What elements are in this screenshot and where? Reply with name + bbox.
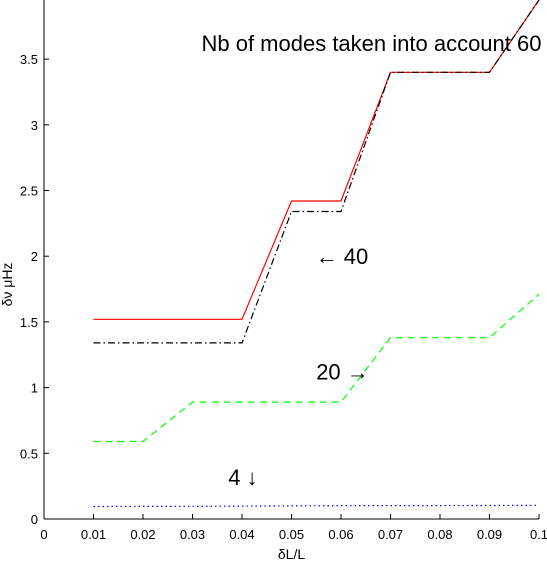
x-tick-label: 0.07	[378, 527, 403, 542]
x-tick-label: 0.03	[180, 527, 205, 542]
annotation-2: ← 40	[316, 244, 369, 269]
annotations-group: Nb of modes taken into account 60 → ← 40 2…	[201, 31, 547, 490]
x-axis-label: δL/L	[278, 546, 305, 562]
y-tick-label: 1.5	[20, 315, 38, 330]
series-line-2	[93, 0, 540, 344]
y-tick-label: 2	[31, 249, 38, 264]
x-tick-label: 0.09	[477, 527, 502, 542]
x-tick-label: 0.1	[530, 527, 547, 542]
series-line-3	[93, 293, 540, 443]
x-tick-label: 0.04	[229, 527, 254, 542]
series-line-4	[93, 504, 540, 508]
x-tick-label: 0.05	[279, 527, 304, 542]
annotation-1: Nb of modes taken into account 60 →	[201, 31, 547, 56]
y-tick-label: 3.5	[20, 52, 38, 67]
x-tick-label: 0.06	[328, 527, 353, 542]
y-tick-label: 3	[31, 118, 38, 133]
x-tick-label: 0	[40, 527, 47, 542]
y-tick-label: 2.5	[20, 184, 38, 199]
y-tick-label: 1	[31, 381, 38, 396]
y-tick-label: 0.5	[20, 446, 38, 461]
axes: 0 0.01 0.02 0.03 0.04 0.05 0.06 0.07 0.08 0.09 0.1…	[20, 0, 547, 542]
x-tick-label: 0.02	[130, 527, 155, 542]
annotation-4: 4 ↓	[228, 465, 257, 490]
y-tick-label: 0	[31, 512, 38, 527]
annotation-3: 20 →	[316, 360, 369, 385]
x-tick-label: 0.01	[81, 527, 106, 542]
y-axis-label: δν μHz	[0, 263, 15, 307]
series-group	[93, 0, 540, 508]
x-tick-label: 0.08	[427, 527, 452, 542]
